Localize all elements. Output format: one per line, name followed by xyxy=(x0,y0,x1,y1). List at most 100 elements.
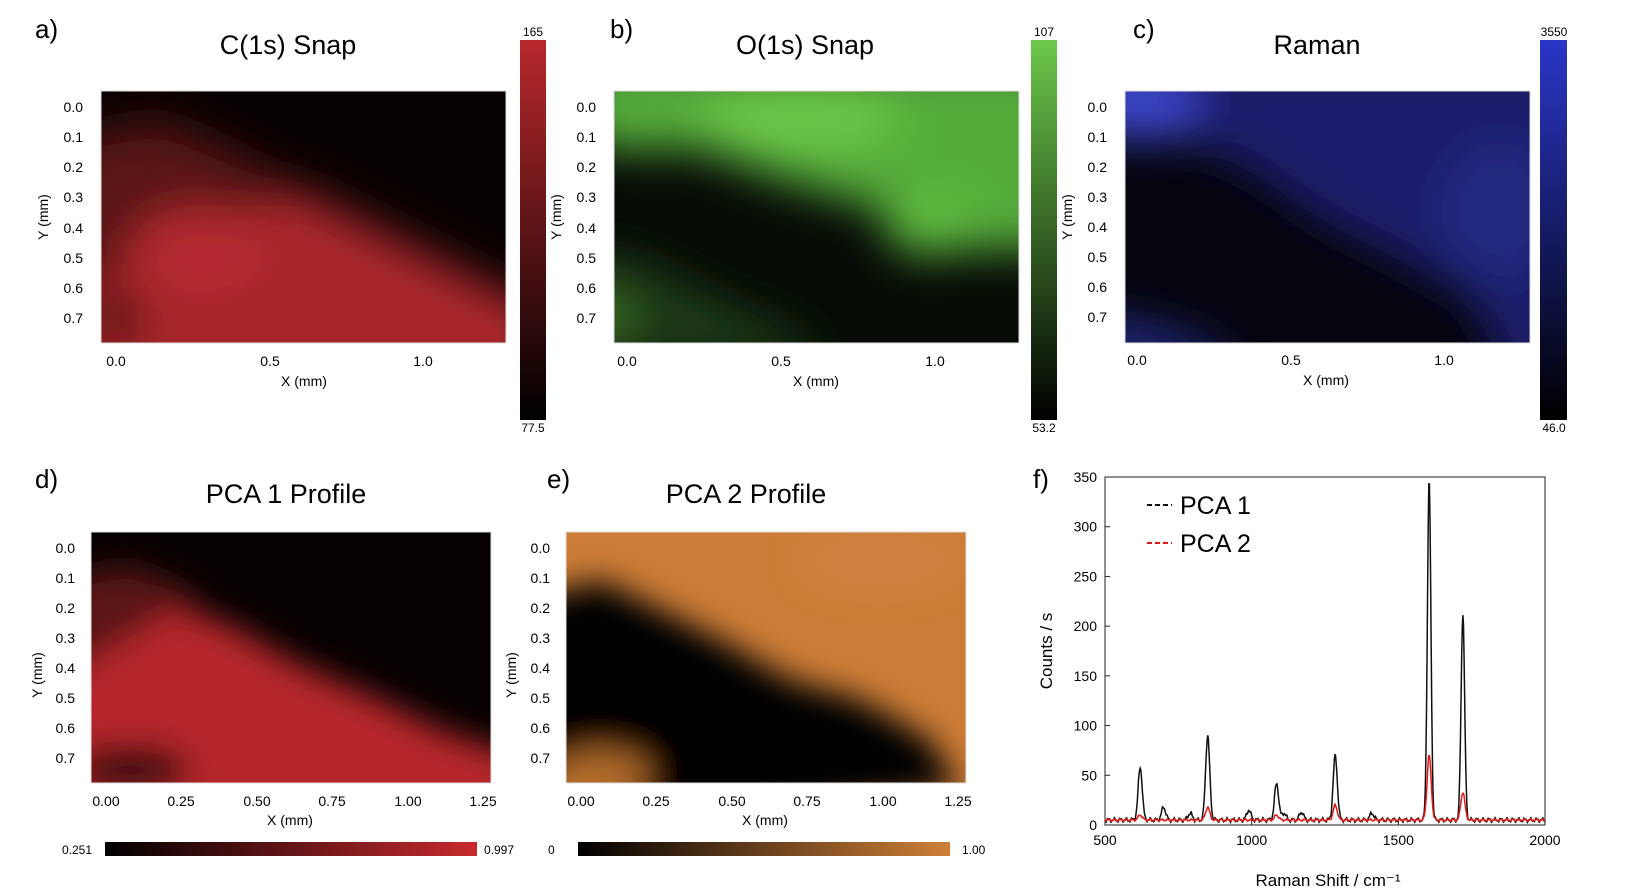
y-tick-label: 150 xyxy=(1074,668,1098,684)
legend-label-pca1: PCA 1 xyxy=(1180,492,1251,520)
x-axis-label: X (mm) xyxy=(281,373,327,389)
y-tick-label: 100 xyxy=(1074,718,1098,734)
panel-label: b) xyxy=(610,14,633,44)
x-tick: 0.5 xyxy=(1281,352,1301,368)
y-tick-label: 250 xyxy=(1074,568,1098,584)
panel-f: f) Counts / s Raman Shift / cm⁻¹ 500 1000… xyxy=(1033,464,1561,890)
x-tick-labels: 0.00 0.25 0.50 0.75 1.00 1.25 xyxy=(567,793,971,809)
y-tick: 0.6 xyxy=(56,720,76,736)
colorbar-max: 3550 xyxy=(1541,25,1568,39)
colorbar-min: 46.0 xyxy=(1542,421,1566,435)
y-tick: 0.4 xyxy=(56,660,76,676)
panel-title: PCA 1 Profile xyxy=(206,479,367,509)
x-axis-label: X (mm) xyxy=(1303,372,1349,388)
y-tick: 0.0 xyxy=(56,540,76,556)
panel-b: b) O(1s) Snap 0.0 0.5 1.0 X (mm) 0.0 0.1… xyxy=(548,14,1057,435)
y-tick-labels: 0.0 0.1 0.2 0.3 0.4 0.5 0.6 0.7 xyxy=(531,540,551,766)
y-tick-labels: 0.0 0.1 0.2 0.3 0.4 0.5 0.6 0.7 xyxy=(1088,99,1108,325)
y-tick-label: 50 xyxy=(1081,767,1097,783)
y-tick: 0.7 xyxy=(1088,309,1108,325)
x-tick: 0.25 xyxy=(167,793,194,809)
y-tick: 0.4 xyxy=(64,220,84,236)
y-tick: 0.6 xyxy=(1088,279,1108,295)
panel-title: PCA 2 Profile xyxy=(666,479,827,509)
x-tick: 1.0 xyxy=(413,353,433,369)
colorbar xyxy=(105,842,477,856)
spectrum-plot: 500 1000 1500 2000 0 50 100 150 200 250 300 350 xyxy=(1074,469,1561,848)
heatmap-o1s xyxy=(614,91,1019,343)
y-tick-label: 0 xyxy=(1089,817,1097,833)
y-tick: 0.2 xyxy=(531,600,551,616)
x-tick: 0.50 xyxy=(718,793,745,809)
y-tick: 0.3 xyxy=(1088,189,1108,205)
y-tick: 0.5 xyxy=(1088,249,1108,265)
plot-frame xyxy=(1104,476,1546,826)
x-axis-label: Raman Shift / cm⁻¹ xyxy=(1255,871,1400,890)
y-tick: 0.5 xyxy=(56,690,76,706)
y-axis-label: Y (mm) xyxy=(548,194,564,240)
y-axis-label: Y (mm) xyxy=(35,194,51,240)
panel-title: C(1s) Snap xyxy=(220,30,357,60)
x-tick: 0.0 xyxy=(1127,352,1147,368)
series-line-pca1 xyxy=(1104,483,1546,825)
series-line-pca2 xyxy=(1104,754,1546,823)
y-tick: 0.3 xyxy=(56,630,76,646)
x-tick-label: 500 xyxy=(1093,832,1117,848)
x-axis-label: X (mm) xyxy=(793,373,839,389)
panel-label: d) xyxy=(35,464,58,494)
y-axis-label: Y (mm) xyxy=(1059,194,1075,240)
y-tick-label: 200 xyxy=(1074,618,1098,634)
panel-d: d) PCA 1 Profile 0.00 0.25 0.50 0.75 1.0… xyxy=(29,464,514,857)
x-tick: 0.00 xyxy=(92,793,119,809)
x-tick: 0.25 xyxy=(642,793,669,809)
x-tick-labels: 0.0 0.5 1.0 xyxy=(106,353,433,369)
y-axis-label: Counts / s xyxy=(1037,613,1056,690)
y-tick: 0.3 xyxy=(531,630,551,646)
colorbar xyxy=(1540,40,1567,420)
x-tick: 1.25 xyxy=(944,793,971,809)
y-tick: 0.1 xyxy=(577,129,597,145)
y-tick: 0.4 xyxy=(531,660,551,676)
y-tick: 0.5 xyxy=(577,250,597,266)
colorbar-min: 77.5 xyxy=(521,421,545,435)
x-tick: 0.50 xyxy=(243,793,270,809)
colorbar xyxy=(520,40,546,420)
colorbar xyxy=(1031,40,1057,420)
y-tick-labels: 0.0 0.1 0.2 0.3 0.4 0.5 0.6 0.7 xyxy=(64,99,84,326)
y-tick: 0.4 xyxy=(577,220,597,236)
y-tick: 0.2 xyxy=(64,159,84,175)
x-tick: 0.00 xyxy=(567,793,594,809)
x-tick-label: 1000 xyxy=(1236,832,1267,848)
x-tick: 0.5 xyxy=(260,353,280,369)
panel-label: f) xyxy=(1033,464,1049,494)
x-tick: 0.75 xyxy=(793,793,820,809)
panel-title: O(1s) Snap xyxy=(736,30,874,60)
heatmap-pca1 xyxy=(91,532,491,783)
x-tick: 1.00 xyxy=(869,793,896,809)
legend-label-pca2: PCA 2 xyxy=(1180,530,1251,558)
x-tick-labels: 0.0 0.5 1.0 xyxy=(617,353,945,369)
colorbar-max: 1.00 xyxy=(962,843,986,857)
colorbar xyxy=(578,842,950,856)
y-tick: 0.1 xyxy=(1088,129,1108,145)
x-tick: 1.25 xyxy=(469,793,496,809)
y-tick: 0.1 xyxy=(531,570,551,586)
y-tick: 0.7 xyxy=(531,750,551,766)
panel-c: c) Raman 0.0 0.5 1.0 X (mm) 0.0 0.1 0.2 … xyxy=(1059,14,1568,435)
colorbar-min: 53.2 xyxy=(1032,421,1056,435)
x-tick: 1.0 xyxy=(1434,352,1454,368)
panel-e: e) PCA 2 Profile 0.00 0.25 0.50 0.75 1.0… xyxy=(503,464,986,857)
colorbar-max: 107 xyxy=(1034,25,1054,39)
x-tick-label: 1500 xyxy=(1383,832,1414,848)
panel-label: c) xyxy=(1133,14,1155,44)
y-tick: 0.2 xyxy=(577,159,597,175)
y-tick: 0.6 xyxy=(64,280,84,296)
heatmap-pca2 xyxy=(566,532,966,783)
y-tick: 0.5 xyxy=(64,250,84,266)
x-tick: 0.75 xyxy=(318,793,345,809)
colorbar-max: 165 xyxy=(523,25,543,39)
colorbar-max: 0.997 xyxy=(484,843,514,857)
x-tick-labels: 0.0 0.5 1.0 xyxy=(1127,352,1454,368)
y-tick: 0.0 xyxy=(1088,99,1108,115)
